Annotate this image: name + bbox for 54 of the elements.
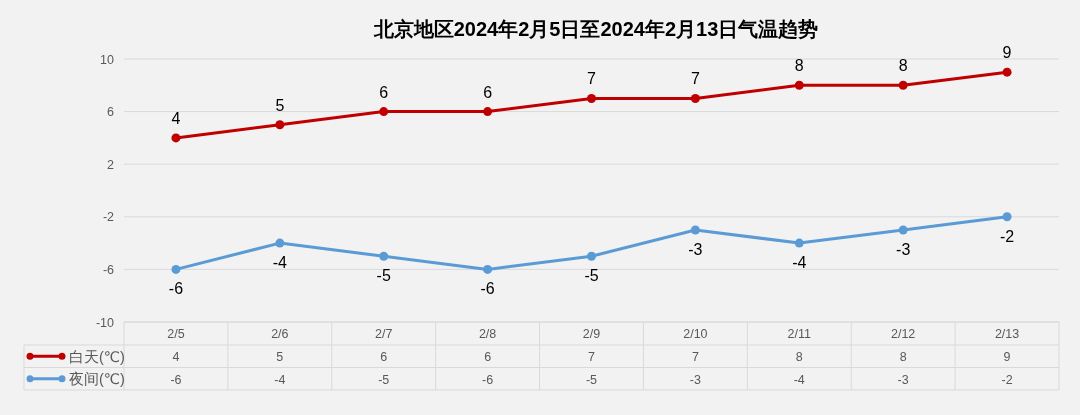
- table-value: -5: [378, 372, 390, 387]
- y-tick: 6: [107, 105, 114, 120]
- table-value: -4: [793, 372, 805, 387]
- x-tick: 2/12: [891, 327, 916, 341]
- annotation: -6: [168, 280, 184, 298]
- annotation: -4: [792, 254, 807, 272]
- annotation: 4: [171, 109, 181, 127]
- x-tick: 2/6: [271, 327, 289, 341]
- y-tick: -10: [95, 315, 114, 330]
- annotation: 7: [690, 70, 700, 88]
- x-tick: 2/9: [582, 327, 601, 341]
- table-value: -6: [482, 372, 494, 387]
- table-value: -5: [585, 372, 598, 387]
- table-value: -2: [1001, 372, 1013, 387]
- annotation: 5: [275, 96, 285, 114]
- table-value: 7: [588, 350, 595, 364]
- annotation: -3: [896, 240, 911, 258]
- table-value: 6: [484, 350, 492, 364]
- annotation: 9: [1002, 44, 1012, 62]
- annotation: 8: [898, 57, 908, 75]
- table-value: -6: [170, 372, 182, 387]
- y-tick: 2: [107, 157, 114, 172]
- x-tick: 2/5: [167, 327, 185, 341]
- x-tick: 2/8: [478, 327, 497, 341]
- annotation: 6: [379, 83, 389, 101]
- annotation: -5: [376, 267, 391, 285]
- title: 北京地区2024年2月5日至2024年2月13日气温趋势: [373, 18, 819, 40]
- annotation: 8: [794, 57, 804, 75]
- annotation: -6: [480, 280, 495, 298]
- table-value: 8: [795, 350, 803, 364]
- y-tick: 10: [100, 52, 114, 67]
- annotation: -5: [584, 267, 599, 285]
- table-value: 6: [380, 350, 388, 364]
- table-value: -3: [689, 372, 701, 387]
- x-tick: 2/13: [994, 327, 1020, 341]
- table-value: 8: [899, 350, 907, 364]
- annotation: 6: [483, 83, 493, 101]
- x-tick: 2/10: [683, 327, 708, 341]
- table-value: -3: [897, 372, 909, 387]
- annotation: -4: [272, 254, 287, 272]
- annotation: -3: [688, 240, 703, 258]
- y-tick: -2: [102, 210, 114, 225]
- table-value: 9: [1003, 350, 1011, 364]
- table-value: -4: [274, 372, 286, 387]
- annotation: -2: [999, 227, 1015, 245]
- x-tick: 2/11: [787, 327, 811, 341]
- legend-label: 夜间(℃): [69, 371, 125, 388]
- y-tick: -6: [102, 262, 114, 277]
- legend-label: 白天(℃): [69, 348, 125, 365]
- table-value: 5: [276, 350, 284, 364]
- annotation: 7: [587, 70, 596, 88]
- x-tick: 2/7: [375, 327, 393, 341]
- table-value: 4: [172, 350, 180, 364]
- table-value: 7: [691, 350, 699, 364]
